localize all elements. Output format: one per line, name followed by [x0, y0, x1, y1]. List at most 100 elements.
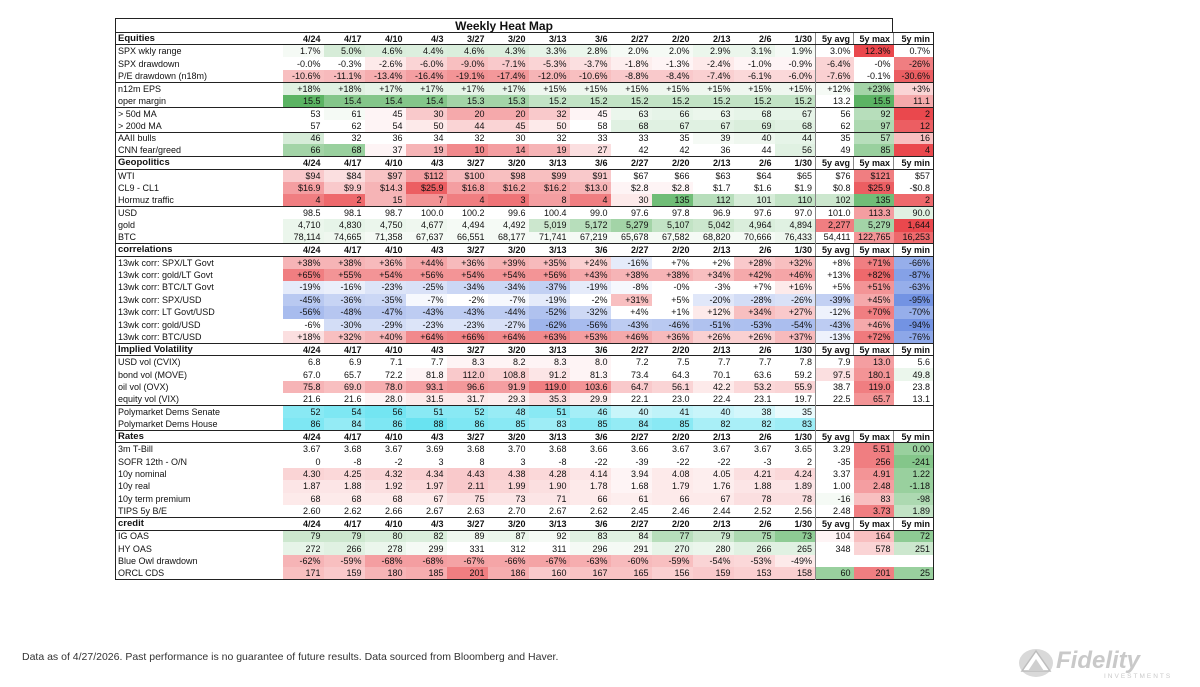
column-header: 2/13	[692, 156, 734, 170]
heat-cell: -7%	[487, 293, 529, 307]
column-header: 3/6	[569, 31, 611, 46]
heat-cell: -241	[893, 455, 934, 468]
heat-cell: 23.1	[753, 394, 772, 405]
row-usd-vol-cvix: USD vol (CVIX) 6.8 6.9 7.1 7.7 8.3 8.2 8.3 8.0 7.…	[116, 355, 934, 369]
column-header: 4/24	[282, 31, 324, 46]
heat-cell: 158	[774, 567, 816, 580]
heat-cell: -16%	[610, 256, 652, 269]
heat-cell: 2.44	[712, 506, 731, 517]
heat-cell: 44	[761, 145, 772, 156]
column-header: 4/17	[323, 31, 365, 46]
heat-cell: 4.6%	[364, 44, 406, 58]
heat-cell: $100	[446, 169, 488, 182]
heat-cell: -53%	[733, 554, 775, 568]
heat-cell: 15.4	[405, 94, 447, 108]
heat-cell: 67	[692, 119, 734, 132]
heat-cell: -45%	[282, 293, 324, 307]
heat-cell: 35	[815, 131, 854, 145]
heat-cell: +18%	[282, 81, 324, 95]
heat-cell: -87%	[893, 268, 934, 282]
row-polymarket-dems-senate: Polymarket Dems Senate 52 54 56 51 52 48 51 46 40…	[115, 405, 934, 419]
heat-cell: -6.4%	[815, 57, 854, 70]
heat-cell: -8	[353, 456, 362, 467]
heat-cell: -43%	[610, 318, 652, 331]
heat-cell: +23%	[853, 81, 894, 95]
heat-cell: -35	[815, 455, 854, 468]
heat-cell: 7.8	[799, 357, 812, 368]
column-header: 5y avg	[815, 156, 854, 170]
heat-cell: 12.3%	[853, 44, 894, 58]
heat-cell: 77	[651, 530, 693, 543]
heat-cell: 2.9%	[692, 44, 734, 58]
heat-cell: -26%	[893, 57, 934, 70]
column-header: 4/10	[364, 243, 406, 257]
heat-cell: 7.9	[815, 355, 854, 369]
heat-cell: 1.00	[815, 480, 854, 493]
row-label: WTI	[118, 170, 135, 181]
heat-cell: 36	[720, 145, 731, 156]
heat-cell: 160	[528, 567, 570, 580]
heat-cell: +15%	[733, 81, 775, 95]
heat-cell: $16.9	[282, 181, 324, 195]
heat-cell: 85	[853, 144, 894, 157]
row-n12m-eps: n12m EPS +18% +18% +17% +17% +17% +17% +15% +15%…	[115, 81, 934, 95]
heat-cell: 15.5	[282, 94, 324, 108]
heat-cell: 8	[528, 194, 570, 207]
column-header: 5y min	[893, 243, 934, 257]
heat-cell: 20	[487, 106, 529, 120]
heat-cell: 75	[733, 530, 775, 543]
heat-cell: -13.4%	[364, 69, 406, 83]
heat-cell: 86	[364, 418, 406, 431]
heat-cell: +82%	[853, 268, 894, 282]
column-header: 5y max	[853, 156, 894, 170]
heat-cell: 93.1	[405, 380, 447, 394]
heat-cell: 89	[446, 530, 488, 543]
heat-cell: -2	[394, 456, 403, 467]
heat-cell: -59%	[323, 554, 365, 568]
heat-cell: 19.7	[794, 394, 812, 405]
heat-cell: 67,637	[405, 231, 447, 244]
heat-cell: +38%	[651, 268, 693, 282]
heat-cell: 85	[569, 418, 611, 431]
heat-cell: 32	[446, 131, 488, 145]
heat-cell: -2%	[591, 294, 608, 305]
heat-cell: 66,551	[446, 231, 488, 244]
heat-cell: +34%	[733, 306, 775, 319]
heat-cell: -34%	[446, 281, 488, 294]
column-header: 4/3	[405, 429, 447, 444]
column-header: 3/20	[487, 429, 529, 444]
row-label: equity vol (VIX)	[118, 394, 180, 405]
heat-cell: 10	[446, 144, 488, 157]
heat-cell: 5.6	[917, 357, 930, 368]
row-label: Blue Owl drawdown	[118, 556, 198, 567]
row-label: SPX drawdown	[118, 58, 180, 69]
heat-cell: -1.8%	[610, 57, 652, 70]
heat-cell: 35	[651, 131, 693, 145]
heat-cell: $76	[815, 169, 854, 182]
heat-cell: -47%	[364, 306, 406, 319]
heat-cell: 4.4%	[405, 44, 447, 58]
heat-cell: -8	[558, 456, 567, 467]
row-btc: BTC 78,114 74,665 71,358 67,637 66,551 68,177 7…	[116, 231, 934, 244]
heat-map-table: Equities 4/24 4/17 4/10 4/3 3/27 3/20 3/13 3/6 2/…	[115, 31, 934, 581]
heat-cell: -22	[594, 456, 608, 467]
heat-cell: 15	[364, 194, 406, 207]
row-label: 10y real	[118, 481, 151, 492]
heat-cell: +5%	[815, 281, 854, 294]
heat-cell: 101	[733, 194, 775, 207]
heat-cell: 46	[569, 405, 611, 419]
heat-cell: 40	[692, 405, 734, 419]
heat-cell: +42%	[733, 268, 775, 282]
heat-cell: 29.3	[487, 393, 529, 406]
heat-cell: -66%	[487, 554, 529, 568]
heat-cell: +46%	[774, 268, 816, 282]
section-title: Implied Volatility	[115, 342, 283, 357]
heat-cell: 38.7	[815, 380, 854, 394]
heat-cell: 45	[569, 106, 611, 120]
heat-cell: 51	[405, 405, 447, 419]
heat-cell: 78	[774, 492, 816, 506]
column-header: 4/24	[282, 243, 324, 257]
heat-cell: 37	[364, 144, 406, 157]
column-header: 2/6	[733, 429, 775, 444]
column-header: 5y min	[893, 156, 934, 170]
